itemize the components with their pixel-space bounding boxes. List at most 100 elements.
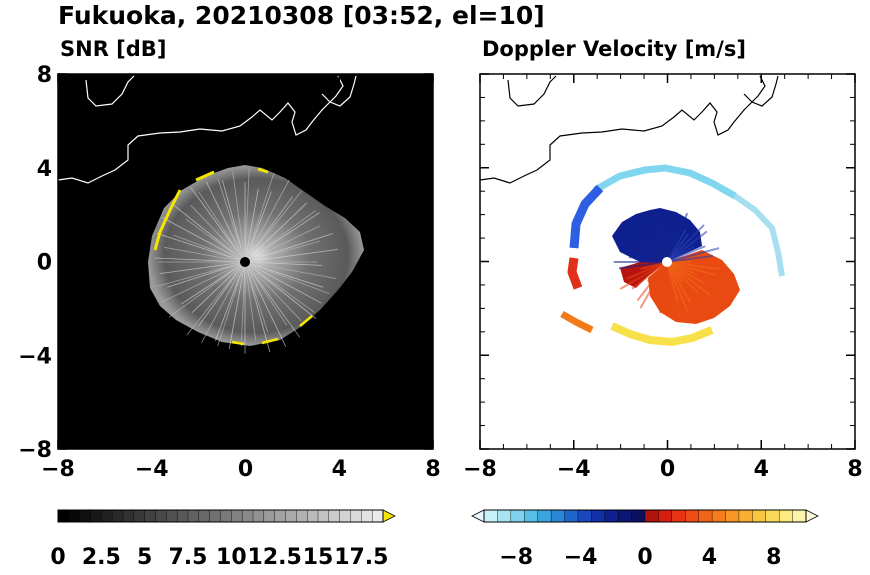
doppler-axes: −8 −4 0 4 8 <box>463 73 863 482</box>
snr-ray <box>159 261 246 274</box>
snr-edge-highlight-north <box>195 170 215 182</box>
snr-ray <box>244 249 339 263</box>
snr-colorbar-segment <box>155 509 167 523</box>
doppler-ray <box>666 230 708 263</box>
snr-xtick-label: −4 <box>135 457 169 482</box>
snr-colorbar-segment <box>339 509 352 523</box>
doppler-colorbar-segment <box>510 509 525 523</box>
snr-ray <box>161 261 246 303</box>
doppler-ray <box>666 261 711 296</box>
snr-ray <box>244 261 302 321</box>
snr-ray <box>244 261 257 341</box>
doppler-colorbar-segment <box>658 509 673 523</box>
snr-colorbar-tick-label: 10 <box>216 545 247 570</box>
doppler-panel-title: Doppler Velocity [m/s] <box>482 37 746 61</box>
snr-ray <box>244 261 322 304</box>
snr-colorbar-segment <box>296 509 308 523</box>
snr-ray <box>217 261 246 347</box>
doppler-colorbar-segment <box>483 509 498 523</box>
snr-colorbar-segment <box>285 509 297 523</box>
snr-ray <box>244 225 320 263</box>
snr-coastline <box>58 75 344 184</box>
doppler-colorbar-segment <box>685 509 700 523</box>
doppler-island-outline <box>507 75 557 107</box>
snr-colorbar-segment <box>101 509 113 523</box>
snr-pier-outline <box>321 75 357 107</box>
snr-colorbar-segment <box>133 509 146 523</box>
snr-colorbar-segment <box>209 509 221 523</box>
doppler-ray <box>666 261 716 276</box>
snr-ray <box>244 261 323 266</box>
snr-ray <box>240 261 246 347</box>
snr-ray <box>244 168 250 263</box>
snr-colorbar-tick-label: 2.5 <box>82 545 121 570</box>
doppler-xtick-label: 8 <box>847 457 862 482</box>
doppler-colorbar-segment <box>591 509 606 523</box>
doppler-ray <box>666 261 689 312</box>
snr-colorbar-tick-label: 0 <box>50 545 65 570</box>
doppler-arc-southwest <box>560 310 594 334</box>
doppler-ray <box>642 220 668 263</box>
doppler-ray <box>659 261 668 314</box>
snr-ray <box>244 172 275 263</box>
snr-colorbar-segment <box>220 509 232 523</box>
snr-colorbar-segment <box>361 509 373 523</box>
doppler-colorbar-segment <box>550 509 566 523</box>
doppler-panel: −8 −4 0 4 8 <box>463 73 863 482</box>
snr-edge-highlight-ne <box>257 167 269 174</box>
doppler-coastline <box>480 75 766 184</box>
snr-ray-texture <box>154 168 339 354</box>
doppler-ray <box>619 261 668 290</box>
doppler-colorbar-segment <box>711 509 727 523</box>
snr-colorbar-segment <box>187 509 200 523</box>
doppler-colorbar-segment <box>644 509 659 523</box>
snr-colorbar-segment <box>274 509 287 523</box>
doppler-colorbar-tick-label: 0 <box>637 545 652 570</box>
doppler-colorbar-segment <box>778 509 794 523</box>
snr-ray <box>244 261 324 288</box>
snr-colorbar-segment <box>328 509 341 523</box>
doppler-colorbar-segment <box>564 509 579 523</box>
snr-ray <box>198 261 246 327</box>
snr-ray <box>181 261 246 305</box>
snr-ray <box>156 233 246 263</box>
snr-ray <box>244 261 317 319</box>
snr-colorbar-segment <box>166 509 178 523</box>
doppler-xtick-label: 0 <box>660 457 675 482</box>
snr-colorbar-segment <box>79 509 91 523</box>
doppler-ray <box>633 218 668 263</box>
doppler-colorbar-segment <box>577 509 592 523</box>
snr-ray <box>206 181 246 263</box>
snr-ray <box>164 246 246 263</box>
doppler-colorbar-segment <box>497 509 512 523</box>
snr-ray <box>168 261 246 318</box>
snr-ray <box>244 202 308 263</box>
snr-colorbar-segment <box>371 509 384 523</box>
snr-ray <box>244 261 288 326</box>
snr-panel: −8 −4 0 4 8 −8 −4 0 4 8 <box>18 63 440 482</box>
snr-edge-highlight-south <box>231 315 313 346</box>
snr-colorbar-tick-label: 15 <box>303 545 334 570</box>
snr-ray <box>154 257 246 263</box>
doppler-colorbar-segment <box>765 509 780 523</box>
doppler-colorbar-tick-label: 8 <box>766 545 781 570</box>
doppler-colorbar-frame <box>483 509 807 523</box>
snr-colorbar-segment <box>122 509 135 523</box>
doppler-colorbar-segment <box>524 509 539 523</box>
snr-ray <box>162 217 246 263</box>
snr-ytick-label: 4 <box>37 157 52 182</box>
doppler-colorbar-segment <box>698 509 713 523</box>
snr-radar-site-marker <box>240 257 250 267</box>
snr-echo-region <box>148 165 364 346</box>
snr-ray <box>167 261 246 288</box>
doppler-ray <box>659 208 668 263</box>
doppler-colorbar: −8 −4 0 4 8 <box>471 509 819 570</box>
doppler-ray <box>618 241 668 263</box>
snr-colorbar-segment <box>241 509 254 523</box>
doppler-xtick-label: −8 <box>463 457 497 482</box>
snr-island-outline <box>85 75 135 107</box>
snr-colorbar-segment <box>111 509 124 523</box>
snr-colorbar-tick-label: 17.5 <box>334 545 388 570</box>
snr-ytick-label: −4 <box>18 344 52 369</box>
